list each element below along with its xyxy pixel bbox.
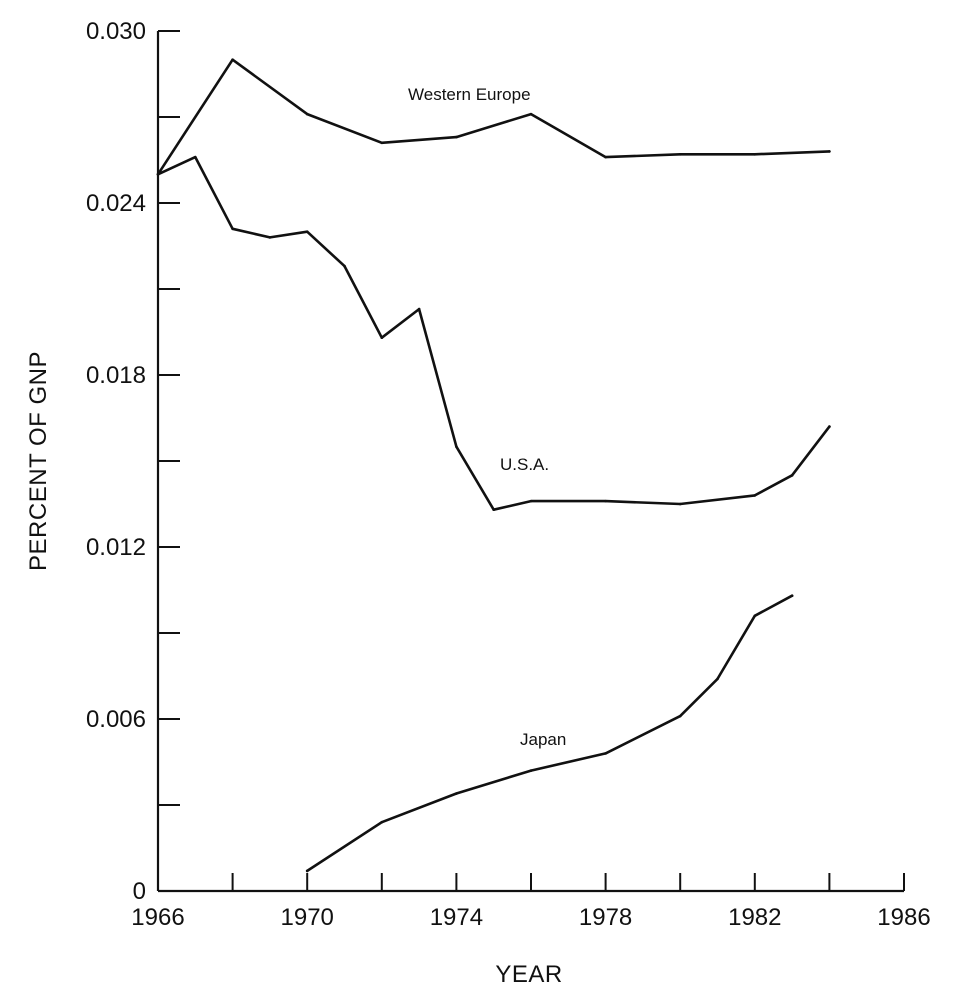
series-line-western-europe: [156, 58, 831, 176]
data-point-western-europe: [231, 58, 234, 61]
data-point-japan: [716, 677, 719, 681]
data-point-u-s-a: [194, 155, 197, 159]
data-point-u-s-a: [417, 307, 421, 311]
data-point-western-europe: [753, 152, 757, 156]
data-point-u-s-a: [268, 236, 272, 239]
data-point-japan: [604, 752, 607, 755]
data-point-japan: [790, 594, 794, 598]
data-point-western-europe: [305, 112, 309, 116]
data-point-u-s-a: [305, 230, 309, 233]
ticks: [157, 30, 905, 892]
data-point-japan: [455, 792, 458, 795]
data-point-u-s-a: [678, 502, 682, 506]
series-label-japan: Japan: [520, 730, 566, 749]
x-tick-label: 1970: [281, 904, 334, 931]
x-tick-label: 1966: [131, 904, 184, 931]
y-tick-label: 0.012: [86, 534, 146, 561]
series-label-u-s-a: U.S.A.: [500, 455, 549, 474]
x-axis-title: YEAR: [495, 961, 562, 988]
data-point-western-europe: [678, 152, 682, 156]
series-lines: [156, 58, 831, 873]
data-point-u-s-a: [753, 494, 757, 497]
data-point-western-europe: [380, 141, 384, 145]
y-axis-title: PERCENT OF GNP: [25, 351, 52, 571]
data-point-u-s-a: [343, 264, 346, 268]
x-tick-label: 1986: [877, 904, 930, 931]
data-point-western-europe: [455, 135, 458, 139]
data-point-japan: [305, 869, 309, 873]
data-point-u-s-a: [492, 508, 496, 512]
data-point-japan: [380, 820, 384, 824]
data-point-western-europe: [529, 112, 533, 116]
y-tick-label: 0.024: [86, 190, 146, 217]
data-point-u-s-a: [380, 336, 384, 340]
data-point-u-s-a: [231, 227, 234, 231]
data-point-japan: [529, 769, 533, 772]
text-labels: 0 0.006 0.012 0.018 0.024 0.030 1966 1970 1974 19…: [25, 18, 931, 988]
data-point-u-s-a: [790, 474, 794, 477]
data-point-u-s-a: [156, 173, 160, 176]
x-tick-label: 1978: [579, 904, 632, 931]
y-tick-label: 0: [133, 878, 146, 905]
x-tick-label: 1982: [728, 904, 781, 931]
y-tick-label: 0.018: [86, 362, 146, 389]
data-point-western-europe: [828, 150, 831, 153]
series-line-u-s-a: [156, 155, 831, 512]
data-point-japan: [678, 714, 682, 718]
data-point-u-s-a: [455, 445, 458, 448]
data-point-western-europe: [604, 155, 607, 159]
series-label-western-europe: Western Europe: [408, 85, 531, 104]
data-point-u-s-a: [828, 425, 831, 428]
x-tick-label: 1974: [430, 904, 483, 931]
y-tick-label: 0.006: [86, 706, 146, 733]
y-tick-label: 0.030: [86, 18, 146, 45]
data-point-u-s-a: [604, 499, 607, 503]
data-point-u-s-a: [529, 499, 533, 503]
data-point-japan: [753, 614, 757, 618]
